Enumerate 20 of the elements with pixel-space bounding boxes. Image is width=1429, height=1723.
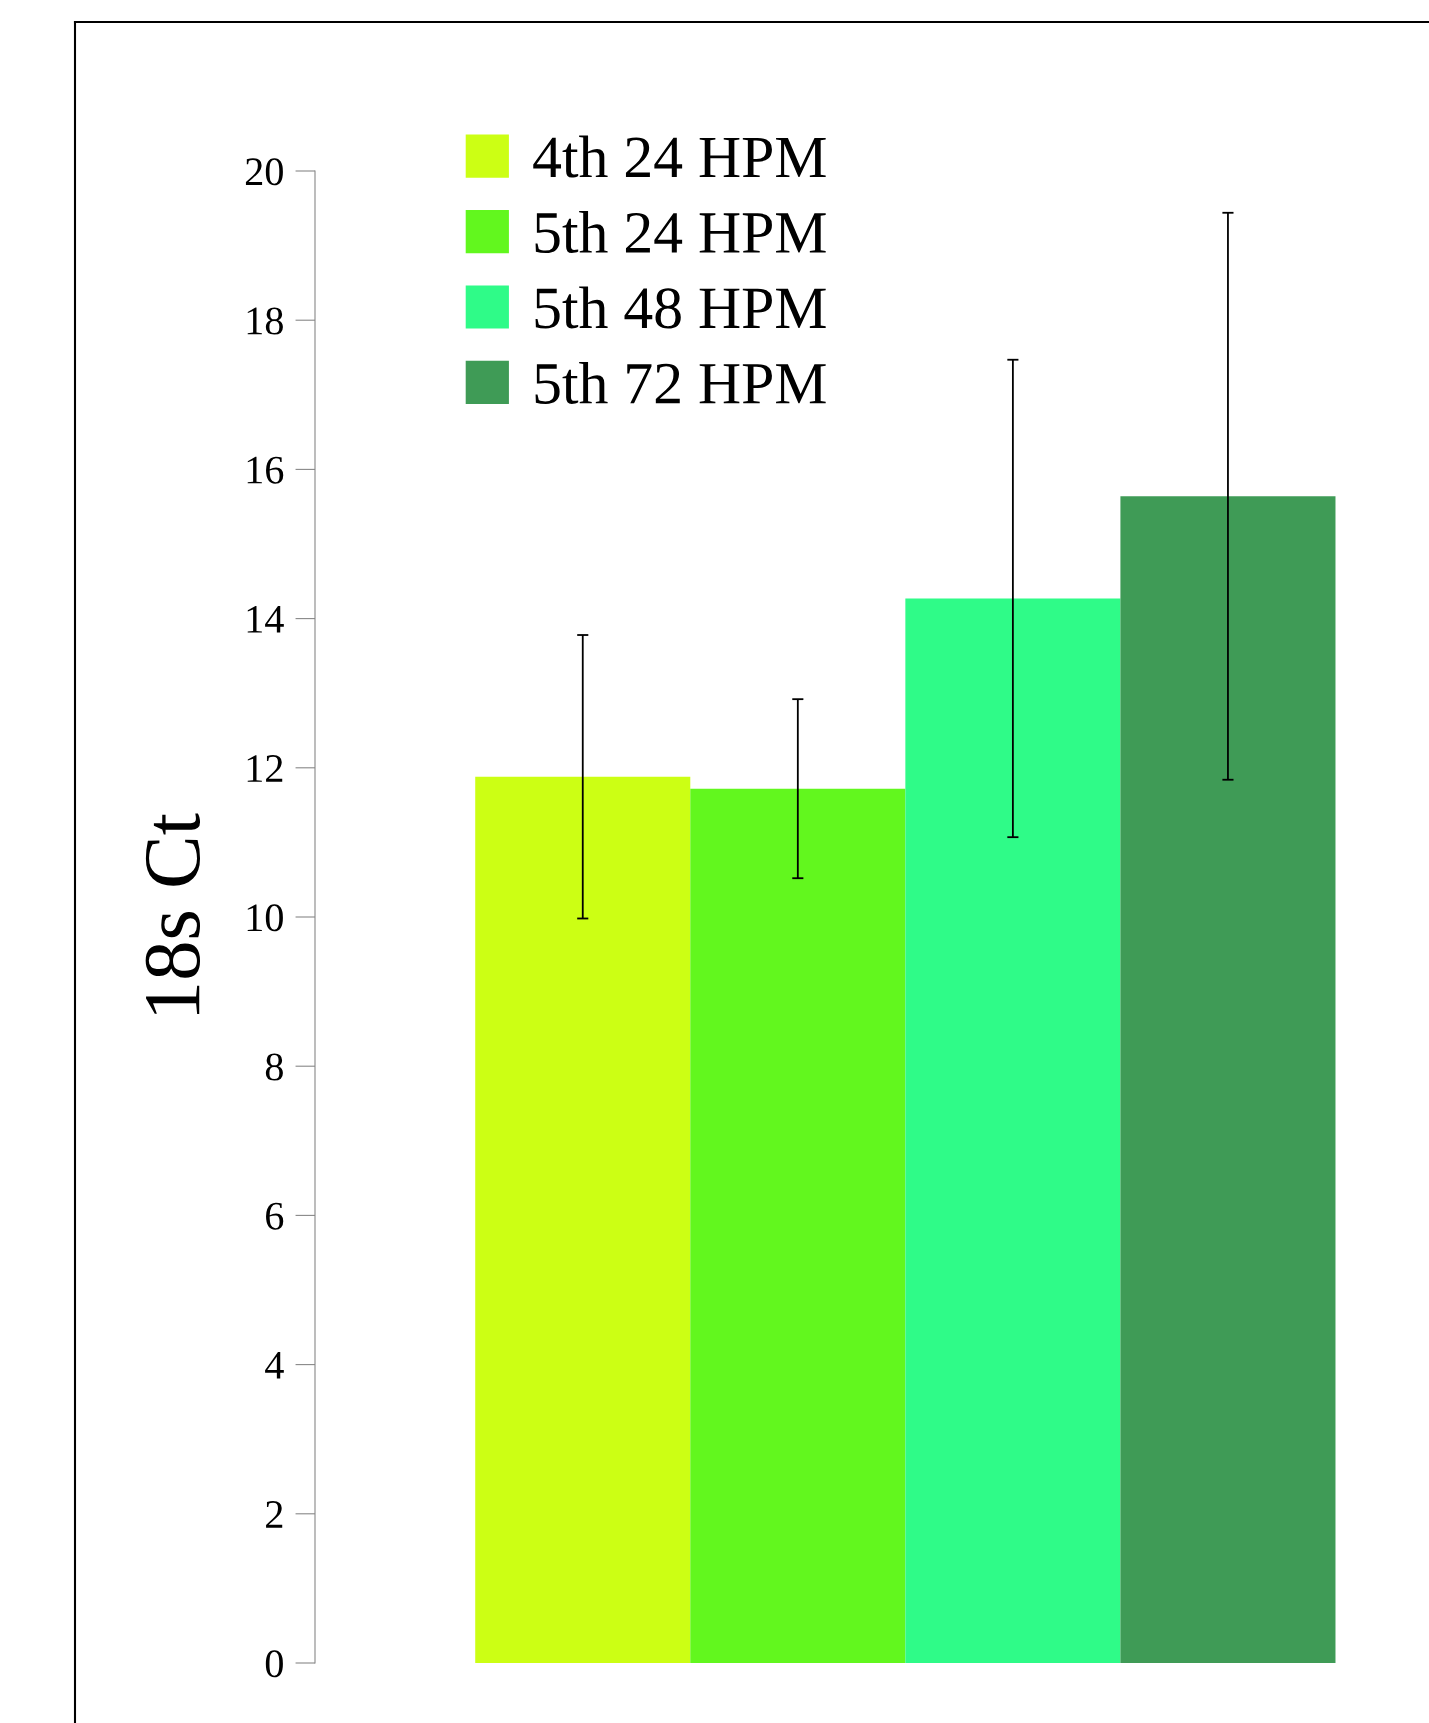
bar [905, 598, 1121, 1663]
y-tick-label: 4 [265, 1352, 284, 1379]
y-tick-label: 12 [247, 755, 283, 782]
bar [1120, 496, 1336, 1663]
y-tick-label: 0 [265, 1650, 283, 1678]
legend-label: 5th 48 HPM [535, 286, 826, 329]
y-tick-label: 6 [266, 1202, 284, 1230]
y-tick-label: 16 [247, 456, 284, 484]
y-tick-label: 2 [266, 1501, 283, 1528]
y-tick-label: 14 [247, 605, 284, 633]
y-tick-label: 8 [265, 1053, 283, 1081]
legend-label: 5th 72 HPM [535, 361, 826, 404]
legend-label: 5th 24 HPM [535, 211, 826, 254]
bar [690, 788, 906, 1663]
y-tick-label: 18 [247, 307, 283, 335]
legend-label: 4th 24 HPM [533, 135, 826, 178]
bar [475, 776, 691, 1663]
y-tick-label: 10 [247, 904, 283, 932]
y-axis-title: 18s Ct [145, 813, 201, 1014]
y-tick-label: 20 [245, 158, 283, 186]
